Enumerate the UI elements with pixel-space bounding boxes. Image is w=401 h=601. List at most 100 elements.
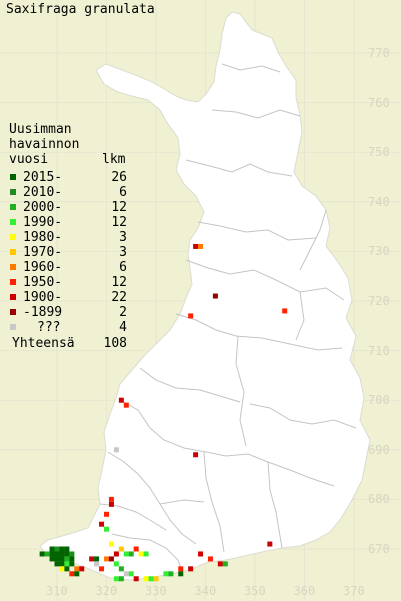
observation-square [163, 571, 169, 577]
observation-square [108, 496, 114, 502]
observation-square [59, 561, 65, 567]
observation-square [44, 551, 50, 557]
observation-square [212, 293, 218, 299]
observation-square [104, 526, 109, 532]
observation-square [64, 551, 70, 557]
legend-heading-line-1: Uusimman [9, 122, 72, 137]
region-borders [99, 63, 357, 573]
legend-total-label: Yhteensä [12, 336, 75, 351]
observation-square [64, 561, 70, 567]
legend-label: 2010- [23, 185, 63, 200]
observation-square [39, 551, 45, 557]
legend-swatch [10, 294, 16, 300]
legend-label: 2015- [23, 170, 63, 185]
easting-label: 370 [343, 584, 365, 598]
observation-square [89, 556, 95, 562]
legend-label: 1900- [23, 290, 63, 305]
easting-label: 310 [46, 584, 68, 598]
observation-square [59, 551, 65, 557]
observation-square [178, 566, 184, 572]
legend-heading-line-3: vuosi [9, 152, 49, 167]
observation-square [99, 521, 105, 527]
observation-square [267, 541, 273, 547]
observation-square [54, 551, 60, 557]
legend-row: 1970- 3 [9, 245, 129, 260]
observation-square [79, 566, 85, 572]
legend-total-count: 108 [103, 336, 127, 351]
northing-label: 670 [368, 542, 390, 556]
legend-count: 12 [111, 200, 127, 215]
observation-square [49, 546, 55, 552]
legend-swatch [10, 219, 16, 225]
legend-swatch [10, 189, 16, 195]
observation-square [113, 561, 119, 567]
observation-square [118, 546, 124, 552]
observation-square [178, 571, 184, 577]
observation-square [69, 561, 75, 567]
observation-square [198, 551, 204, 557]
observation-square [49, 556, 55, 562]
observation-square [143, 576, 149, 582]
legend-swatch [10, 279, 16, 285]
legend-row: 1990- 12 [9, 215, 129, 230]
observation-square [118, 397, 124, 403]
legend-swatch [10, 264, 16, 270]
legend-total-row: Yhteensä 108 [9, 336, 139, 351]
observation-square [104, 556, 109, 562]
legend-count: 22 [111, 290, 127, 305]
legend-count: 6 [119, 260, 127, 275]
observation-square [108, 501, 114, 507]
legend-row: 1900- 22 [9, 290, 129, 305]
observation-square [123, 551, 129, 557]
northing-label: 690 [368, 442, 390, 457]
observation-square [123, 402, 129, 408]
legend-label: 1980- [23, 230, 63, 245]
legend-row: 1950- 12 [9, 275, 129, 290]
legend-swatch [10, 324, 16, 330]
observation-square [168, 571, 174, 577]
northing-label: 770 [368, 46, 390, 60]
legend-label: 1990- [23, 215, 63, 230]
easting-label: 350 [244, 584, 266, 598]
observation-square [138, 551, 144, 557]
observation-square [128, 551, 134, 557]
northing-label: 700 [368, 393, 390, 408]
legend-swatch [10, 204, 16, 210]
observation-square [113, 576, 119, 582]
legend-count: 2 [119, 305, 127, 320]
legend-row: -1899 2 [9, 305, 129, 320]
legend-row: 2015- 26 [9, 170, 129, 185]
observation-square [222, 561, 228, 567]
northing-label: 680 [368, 492, 390, 507]
legend-label: 2000- [23, 200, 63, 215]
legend-count: 4 [119, 320, 127, 335]
observation-square [193, 243, 199, 249]
easting-label: 330 [145, 584, 167, 598]
observation-square [69, 571, 75, 577]
observation-square [69, 551, 75, 557]
legend-label: ??? [37, 320, 61, 335]
observation-square [113, 551, 119, 557]
observation-square [133, 576, 139, 582]
legend-swatch [10, 234, 16, 240]
observation-square [148, 576, 154, 582]
observation-square [217, 561, 223, 567]
observation-square [59, 566, 65, 572]
observation-square [143, 551, 149, 557]
observation-square [74, 566, 80, 572]
legend-count: 6 [119, 185, 127, 200]
northing-label: 710 [368, 343, 390, 358]
observation-square [198, 243, 204, 249]
observation-square [188, 313, 194, 319]
observation-square [54, 556, 60, 562]
observation-square [108, 556, 114, 562]
northing-label: 760 [368, 95, 390, 110]
observation-square [128, 571, 134, 577]
observation-square [113, 447, 119, 453]
observation-square [94, 561, 100, 567]
legend-label: 1960- [23, 260, 63, 275]
observation-square [188, 566, 194, 572]
observation-square [282, 308, 288, 314]
observation-square [123, 571, 129, 577]
